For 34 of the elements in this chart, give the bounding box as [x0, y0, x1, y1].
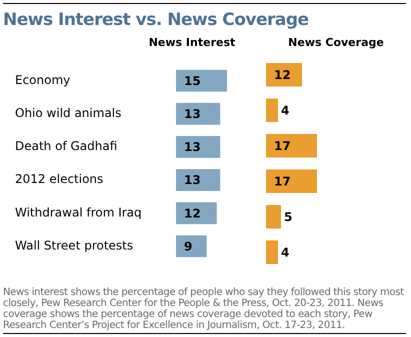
y-tick-label: Ohio wild animals: [15, 106, 122, 120]
bar: [266, 205, 281, 228]
bar: [266, 240, 278, 264]
data-label: 9: [184, 239, 192, 254]
chart-title: News Interest vs. News Coverage: [3, 10, 309, 30]
data-label: 4: [281, 103, 290, 118]
data-label: 15: [184, 74, 201, 88]
y-tick-label: Withdrawal from Iraq: [15, 205, 142, 220]
text: News interest shows the percentage of people who say they followed this story most closely, Pew Research Center for the People & the Press, Oct. 20-23, 2011. News coverage shows the percentage of news coverage devoted to each story, Pew Research Center’s Project for Excellence in Journalism, Oct. 17-23, 2011.: [3, 287, 405, 331]
data-label: 5: [284, 210, 292, 224]
data-label: 12: [184, 206, 201, 220]
data-label: 17: [274, 174, 291, 188]
data-label: 13: [184, 140, 201, 154]
bar: [176, 169, 220, 191]
y-tick-label: Death of Gadhafi: [15, 139, 118, 154]
bar: [176, 70, 227, 92]
bar: [266, 134, 317, 158]
data-label: 12: [274, 68, 291, 82]
y-tick-label: 2012 elections: [15, 172, 104, 186]
bar: [266, 98, 278, 122]
data-label: 17: [274, 138, 291, 153]
bar: [176, 136, 220, 158]
chart-subtitle: News Interest: [148, 36, 236, 49]
chart-subtitle: News Coverage: [288, 36, 384, 49]
y-tick-label: Economy: [15, 72, 70, 87]
bar: [266, 170, 317, 193]
bar: [176, 202, 217, 224]
y-tick-label: Wall Street protests: [15, 238, 134, 252]
data-label: 13: [184, 173, 201, 188]
data-label: 4: [281, 245, 290, 260]
bar: [176, 235, 207, 258]
data-label: 13: [184, 106, 201, 121]
bar: [176, 102, 220, 125]
bar: [266, 63, 302, 86]
